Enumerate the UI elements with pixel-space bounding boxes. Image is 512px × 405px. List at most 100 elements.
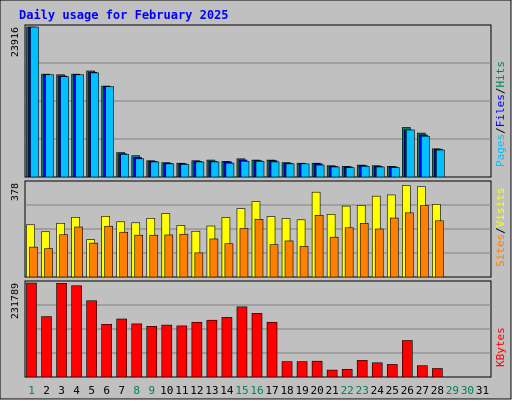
- bar-kbytes-day-12: [191, 321, 203, 378]
- y-max-label: 378: [10, 183, 21, 201]
- x-tick-label-day-30: 30: [461, 384, 474, 397]
- bar-kbytes-day-5: [86, 300, 97, 378]
- bar-pages-day-11: [180, 164, 190, 178]
- x-tick-label-day-13: 13: [205, 384, 218, 397]
- bar-sites-day-16: [254, 219, 264, 278]
- bar-sites-day-21: [329, 236, 339, 278]
- bar-sites-day-19: [299, 246, 309, 278]
- legend-entry: Files: [494, 94, 507, 127]
- bar-sites-day-17: [269, 244, 279, 278]
- x-tick-label-day-25: 25: [386, 384, 399, 397]
- bar-kbytes-day-1: [26, 282, 37, 378]
- panel-hits-files-pages: 23916 Pages/Files/Hits: [10, 24, 507, 178]
- bar-kbytes-day-3: [56, 283, 67, 378]
- bar-kbytes-day-16: [251, 313, 263, 378]
- x-tick-label-day-4: 4: [73, 384, 80, 397]
- x-tick-label-day-9: 9: [148, 384, 155, 397]
- x-tick-label-day-14: 14: [220, 384, 234, 397]
- bar-pages-day-5: [90, 72, 99, 178]
- panel-visits-sites: 378 Sites/Visits: [10, 180, 507, 278]
- bar-pages-day-21: [330, 166, 340, 178]
- bar-pages-day-2: [45, 74, 54, 178]
- bar-kbytes-day-14: [221, 317, 233, 378]
- bar-kbytes-day-19: [296, 361, 308, 378]
- x-tick-label-day-24: 24: [371, 384, 385, 397]
- bar-kbytes-day-25: [386, 364, 398, 378]
- x-tick-label-day-12: 12: [190, 384, 203, 397]
- bar-kbytes-day-6: [101, 323, 112, 378]
- x-tick-label-day-6: 6: [103, 384, 110, 397]
- bar-sites-day-1: [29, 246, 38, 278]
- x-tick-label-day-22: 22: [341, 384, 354, 397]
- bar-kbytes-day-27: [417, 365, 428, 378]
- bar-sites-day-26: [405, 212, 414, 278]
- panel-kbytes: 231789 KBytes: [10, 280, 507, 378]
- x-tick-label-day-17: 17: [265, 384, 278, 397]
- bar-pages-day-16: [255, 161, 265, 178]
- x-tick-label-day-20: 20: [311, 384, 324, 397]
- x-tick-label-day-15: 15: [235, 384, 248, 397]
- chart-panels: 23916Pages/Files/Hits378Sites/Visits2317…: [10, 24, 507, 378]
- bar-kbytes-day-2: [41, 316, 52, 378]
- bar-pages-day-7: [120, 154, 129, 178]
- bar-kbytes-day-10: [161, 324, 173, 378]
- bar-pages-day-18: [285, 163, 295, 178]
- x-tick-label-day-23: 23: [356, 384, 369, 397]
- bar-sites-day-15: [239, 228, 249, 278]
- bar-pages-day-8: [135, 158, 145, 178]
- bar-kbytes-day-15: [236, 306, 248, 378]
- bar-pages-day-23: [360, 166, 370, 178]
- x-tick-label-day-27: 27: [416, 384, 429, 397]
- y-max-label: 23916: [10, 27, 21, 57]
- legend-kbytes: KBytes: [494, 327, 507, 367]
- bar-kbytes-day-20: [311, 360, 323, 378]
- bar-sites-day-3: [59, 234, 68, 278]
- bar-kbytes-day-4: [71, 285, 82, 378]
- bar-sites-day-6: [104, 225, 113, 278]
- bar-pages-day-25: [390, 167, 400, 178]
- bar-kbytes-day-28: [432, 368, 443, 378]
- legend-entry: /: [494, 227, 507, 234]
- legend-hits-files-pages: Pages/Files/Hits: [494, 61, 507, 167]
- bar-sites-day-10: [164, 234, 174, 278]
- bar-sites-day-7: [119, 231, 128, 278]
- bar-sites-day-8: [134, 234, 144, 278]
- bar-sites-day-22: [344, 227, 354, 278]
- bar-sites-day-23: [359, 222, 369, 278]
- bar-sites-day-27: [420, 205, 429, 278]
- bar-sites-day-12: [194, 252, 204, 278]
- bar-pages-day-9: [150, 161, 160, 178]
- bar-sites-day-9: [149, 234, 159, 278]
- bar-pages-day-15: [240, 161, 250, 178]
- x-axis-labels: 1 2 3 4 5 6 7 8 9 10 11 12 13 14 15 16 17 18 19 20 21 22 23 24 2…: [28, 384, 489, 397]
- bar-sites-day-2: [44, 248, 53, 278]
- x-tick-label-day-10: 10: [160, 384, 173, 397]
- bar-sites-day-5: [89, 242, 98, 278]
- legend-entry: KBytes: [494, 327, 507, 367]
- bar-sites-day-20: [314, 215, 324, 278]
- x-tick-label-day-28: 28: [431, 384, 444, 397]
- bar-kbytes-day-17: [266, 321, 278, 378]
- bar-pages-day-22: [345, 167, 355, 178]
- bar-sites-day-28: [435, 220, 444, 278]
- bar-pages-day-4: [75, 74, 84, 178]
- x-tick-label-day-1: 1: [28, 384, 35, 397]
- bar-kbytes-day-7: [116, 318, 127, 378]
- bar-kbytes-day-9: [146, 326, 158, 378]
- legend-entry: Visits: [494, 188, 507, 228]
- y-max-label: 231789: [10, 283, 21, 319]
- x-tick-label-day-19: 19: [295, 384, 308, 397]
- x-tick-label-day-5: 5: [88, 384, 95, 397]
- bar-pages-day-10: [165, 163, 175, 178]
- bar-pages-day-6: [105, 86, 114, 178]
- bar-sites-day-11: [179, 233, 189, 278]
- bar-pages-day-28: [436, 149, 445, 178]
- bar-sites-day-18: [284, 240, 294, 278]
- x-tick-label-day-16: 16: [250, 384, 263, 397]
- x-tick-label-day-21: 21: [326, 384, 339, 397]
- x-tick-label-day-8: 8: [133, 384, 140, 397]
- bar-sites-day-14: [224, 243, 234, 278]
- x-tick-label-day-29: 29: [446, 384, 459, 397]
